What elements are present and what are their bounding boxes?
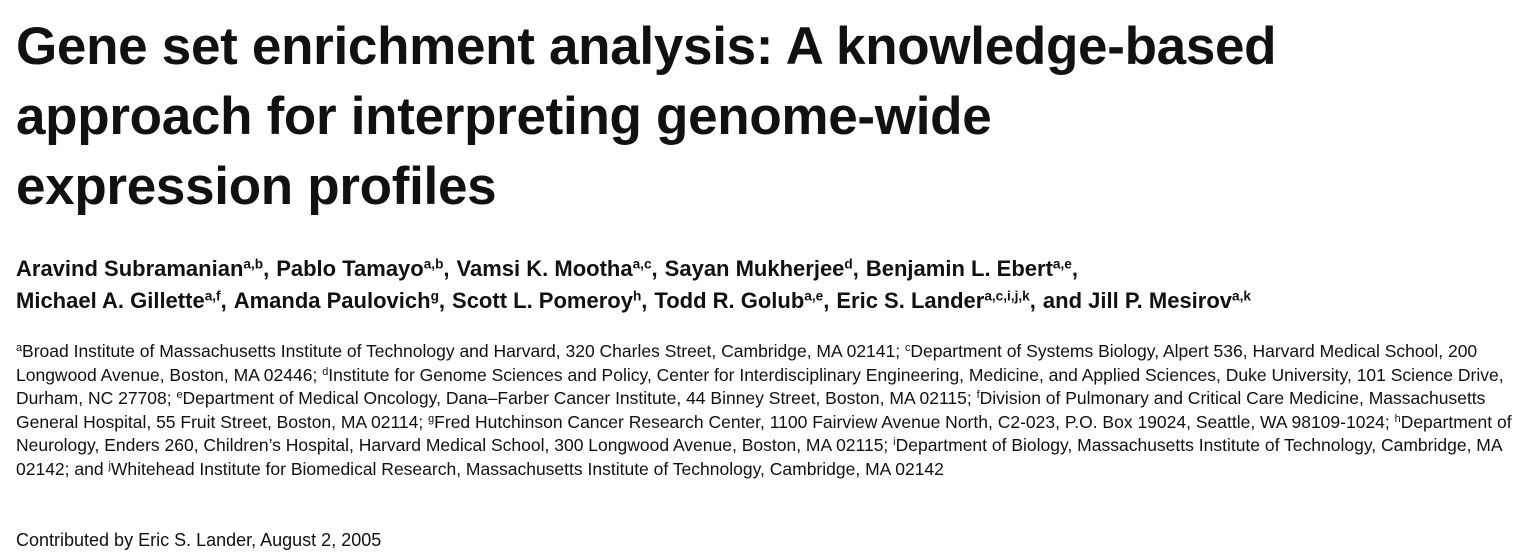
author-name: Eric S. Lander [836,288,985,313]
punct: , [443,256,450,281]
author-name: Pablo Tamayo [276,256,424,281]
punct: , [438,288,446,313]
authors: Aravind Subramaniana,b, Pablo Tamayoa,b, V… [16,253,1516,317]
author-sup: a,c [632,256,652,272]
author-name: Aravind Subramanian [16,256,244,281]
punct: , [641,288,648,313]
affiliation-text: Department of Systems Biology, Alpert 53… [16,341,1478,385]
affiliation-text: Division of Pulmonary and Critical Care … [16,388,1486,432]
author-sup: h [632,288,642,304]
author-name: Benjamin L. Ebert [865,256,1053,281]
affiliation-sup: i [893,436,896,449]
author-sup: a,e [1052,256,1072,272]
conjunction: and [1042,288,1083,313]
author-sup: a,f [204,288,221,304]
contributed: Contributed by Eric S. Lander, August 2,… [16,530,382,550]
author: Aravind Subramaniana,b, [16,256,269,281]
author: Sayan Mukherjeed, [665,256,859,281]
affiliation-sup: c [904,342,911,355]
punct: , [263,256,270,281]
author-sup: a,e [804,288,824,304]
author: Benjamin L. Eberta,e, [866,256,1078,281]
affiliation-text: Broad Institute of Massachusetts Institu… [22,341,901,361]
affiliation-text: Whitehead Institute for Biomedical Resea… [110,458,944,479]
author: Todd R. Goluba,e, [654,288,829,313]
author-name: Michael A. Gillette [16,288,205,313]
author-name: Sayan Mukherjee [664,256,845,281]
author: Amanda Paulovichg, [234,288,445,313]
author-sup: a,c,i,j,k [984,288,1030,304]
title-line: expression profiles [16,157,497,216]
affiliation-sup: e [176,389,183,402]
author: Pablo Tamayoa,b, [276,256,449,281]
author-sup: a,b [423,256,444,272]
author-name: Jill P. Mesirov [1088,288,1233,313]
affiliation-text: Institute for Genome Sciences and Policy… [16,364,1504,409]
affiliation-text: Department of Biology, Massachusetts Ins… [16,435,1502,479]
author-name: Todd R. Golub [654,288,805,313]
author-sup: a,b [243,256,264,272]
punct: , [852,256,859,281]
title-line: Gene set enrichment analysis: A knowledg… [16,17,1277,76]
author: Vamsi K. Moothaa,c, [457,256,658,281]
affiliations: aBroad Institute of Massachusetts Instit… [16,340,1526,482]
affiliation-text: Department of Medical Oncology, Dana–Far… [182,388,972,409]
affiliation-sup: f [976,389,980,402]
affiliation-text: Fred Hutchinson Cancer Research Center, … [434,411,1390,432]
affiliation-sup: j [108,460,111,473]
author-sup: a,k [1232,288,1251,304]
author-name: Scott L. Pomeroy [452,288,633,313]
author-name: Amanda Paulovich [233,288,431,313]
affiliation-sup: g [428,412,435,425]
title: Gene set enrichment analysis: A knowledg… [16,12,1277,222]
punct: , [1029,288,1036,313]
punct: , [651,256,658,281]
affiliation-text: Department of Neurology, Enders 260, Chi… [16,411,1512,456]
affiliation-sup: h [1394,412,1401,425]
affiliation-sup: d [322,365,329,378]
author: Michael A. Gillettea,f, [16,288,227,313]
affiliation-sup: a [16,342,23,355]
author-name: Vamsi K. Mootha [456,256,633,281]
author: Eric S. Landera,c,i,j,k, [836,288,1036,313]
author-sup: g [430,288,439,304]
author-sup: d [844,256,853,272]
author: and Jill P. Mesirova,k [1043,288,1251,313]
author: Scott L. Pomeroyh, [452,288,647,313]
punct: , [1071,256,1078,281]
punct: , [823,288,830,313]
title-line: approach for interpreting genome-wide [16,87,992,146]
punct: , [220,288,227,313]
